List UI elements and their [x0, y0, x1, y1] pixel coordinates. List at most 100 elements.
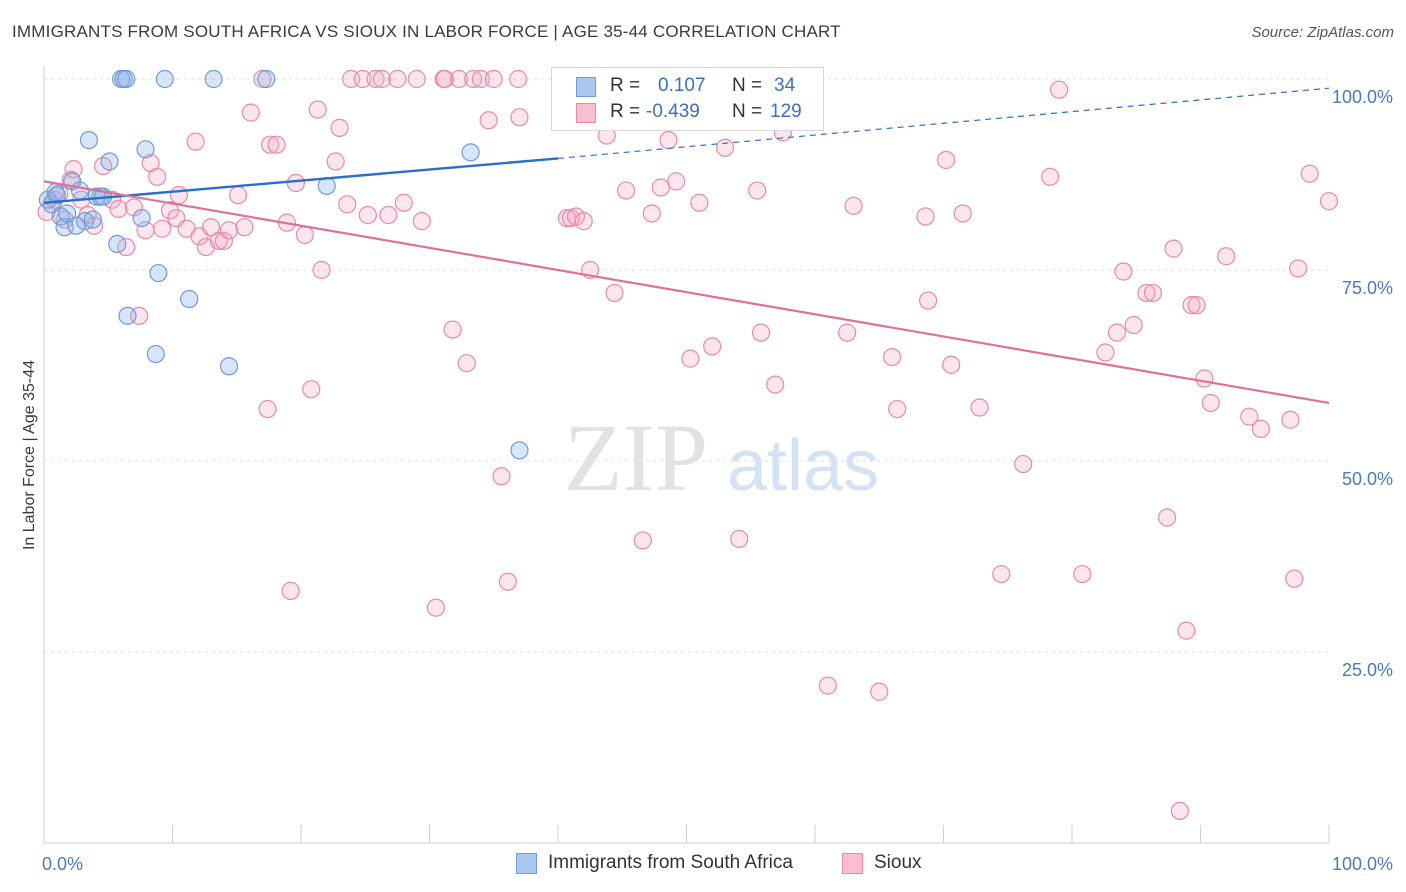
sioux-point	[201, 218, 221, 237]
sioux-point	[703, 337, 722, 356]
sioux-point	[942, 355, 961, 374]
sioux-point	[870, 682, 889, 701]
sioux-point	[302, 380, 321, 399]
south-africa-point	[180, 289, 199, 309]
sioux-point	[214, 231, 233, 251]
sioux-point	[109, 199, 128, 218]
sioux-point	[312, 260, 331, 280]
sioux-point	[1217, 247, 1236, 266]
sioux-point	[1114, 262, 1133, 281]
legend-swatch-blue	[576, 77, 596, 97]
sioux-point	[186, 132, 205, 151]
series-legend: Immigrants from South Africa Sioux	[0, 852, 1406, 878]
south-africa-point	[100, 152, 119, 171]
axes	[43, 66, 1330, 844]
x-tick-label: 100.0%	[1332, 854, 1393, 874]
sioux-point	[1050, 80, 1069, 99]
sioux-point	[1014, 454, 1033, 474]
sioux-point	[241, 103, 260, 122]
south-africa-point	[55, 218, 74, 237]
south-africa-point	[70, 181, 90, 200]
south-africa-point	[79, 131, 99, 150]
south-africa-point	[118, 306, 137, 325]
series-swatch-pink	[842, 853, 863, 874]
south-africa-point	[132, 208, 151, 228]
south-africa-point	[47, 186, 66, 205]
series-label: Sioux	[874, 852, 922, 873]
sioux-point	[748, 181, 767, 200]
sioux-point	[844, 196, 863, 215]
sioux-point	[281, 581, 300, 600]
watermark-zip: ZIP	[564, 404, 708, 511]
sioux-point	[751, 323, 771, 342]
south-africa-trend-extension	[557, 87, 1330, 160]
sioux-point	[261, 135, 280, 154]
sioux-point	[882, 347, 902, 367]
south-africa-point	[67, 216, 86, 235]
trend-lines	[43, 87, 1330, 405]
sioux-point	[838, 323, 857, 342]
south-africa-point	[117, 69, 136, 89]
sioux-point	[936, 150, 956, 170]
tick-labels: 25.0% 50.0% 75.0% 100.0% 0.0% 100.0%	[42, 87, 1393, 874]
sioux-point	[953, 204, 972, 223]
sioux-point	[992, 564, 1011, 584]
sioux-point	[228, 186, 248, 205]
sioux-point	[659, 131, 678, 150]
y-tick-label: 100.0%	[1332, 87, 1393, 107]
sioux-point	[633, 531, 652, 550]
south-africa-point	[155, 69, 174, 89]
legend-r-value: 0.107	[658, 75, 706, 96]
sioux-point	[235, 218, 254, 237]
sioux-point	[970, 398, 989, 417]
sioux-point	[379, 205, 398, 225]
sioux-point	[1182, 296, 1201, 315]
sioux-point	[286, 173, 305, 193]
sioux-point	[366, 69, 385, 89]
legend-r-label: R =	[610, 75, 641, 96]
sioux-point	[498, 572, 517, 591]
y-tick-label: 50.0%	[1342, 469, 1393, 489]
legend-n-value: 129	[770, 101, 802, 122]
sioux-point	[326, 152, 345, 171]
watermark-atlas: atlas	[727, 426, 879, 506]
x-tick-label: 0.0%	[42, 854, 83, 874]
sioux-point	[295, 225, 314, 244]
legend-swatch-pink	[576, 103, 596, 123]
sioux-point	[617, 181, 636, 200]
sioux-point	[918, 291, 938, 310]
sioux-point	[407, 69, 426, 89]
chart-source: Source: ZipAtlas.com	[1251, 24, 1394, 41]
sioux-point	[1107, 323, 1127, 342]
sioux-point	[464, 69, 483, 89]
sioux-point	[1164, 239, 1183, 258]
sioux-point	[1041, 167, 1060, 186]
south-africa-point	[76, 212, 95, 231]
south-africa-point	[461, 143, 480, 162]
sioux-point	[338, 195, 357, 214]
y-tick-label: 25.0%	[1342, 660, 1393, 680]
sioux-point	[888, 399, 907, 419]
sioux-point	[1073, 564, 1092, 584]
sioux-point	[509, 69, 528, 89]
sioux-point	[412, 212, 431, 231]
sioux-point	[353, 69, 372, 89]
sioux-point	[443, 320, 462, 339]
sioux-point	[1289, 259, 1308, 278]
sioux-point	[1177, 621, 1196, 640]
legend-r-label: R =	[610, 101, 641, 122]
sioux-point	[690, 193, 709, 212]
south-africa-points	[38, 69, 529, 460]
sioux-point	[471, 69, 490, 89]
sioux-point	[426, 598, 446, 617]
south-africa-point	[58, 204, 77, 223]
sioux-point	[169, 186, 189, 205]
sioux-point	[1281, 410, 1300, 429]
sioux-point	[147, 167, 167, 186]
sioux-point	[1240, 407, 1259, 426]
sioux-point	[1187, 296, 1206, 315]
sioux-point	[715, 138, 735, 157]
sioux-point	[479, 111, 498, 130]
sioux-point	[258, 399, 277, 419]
